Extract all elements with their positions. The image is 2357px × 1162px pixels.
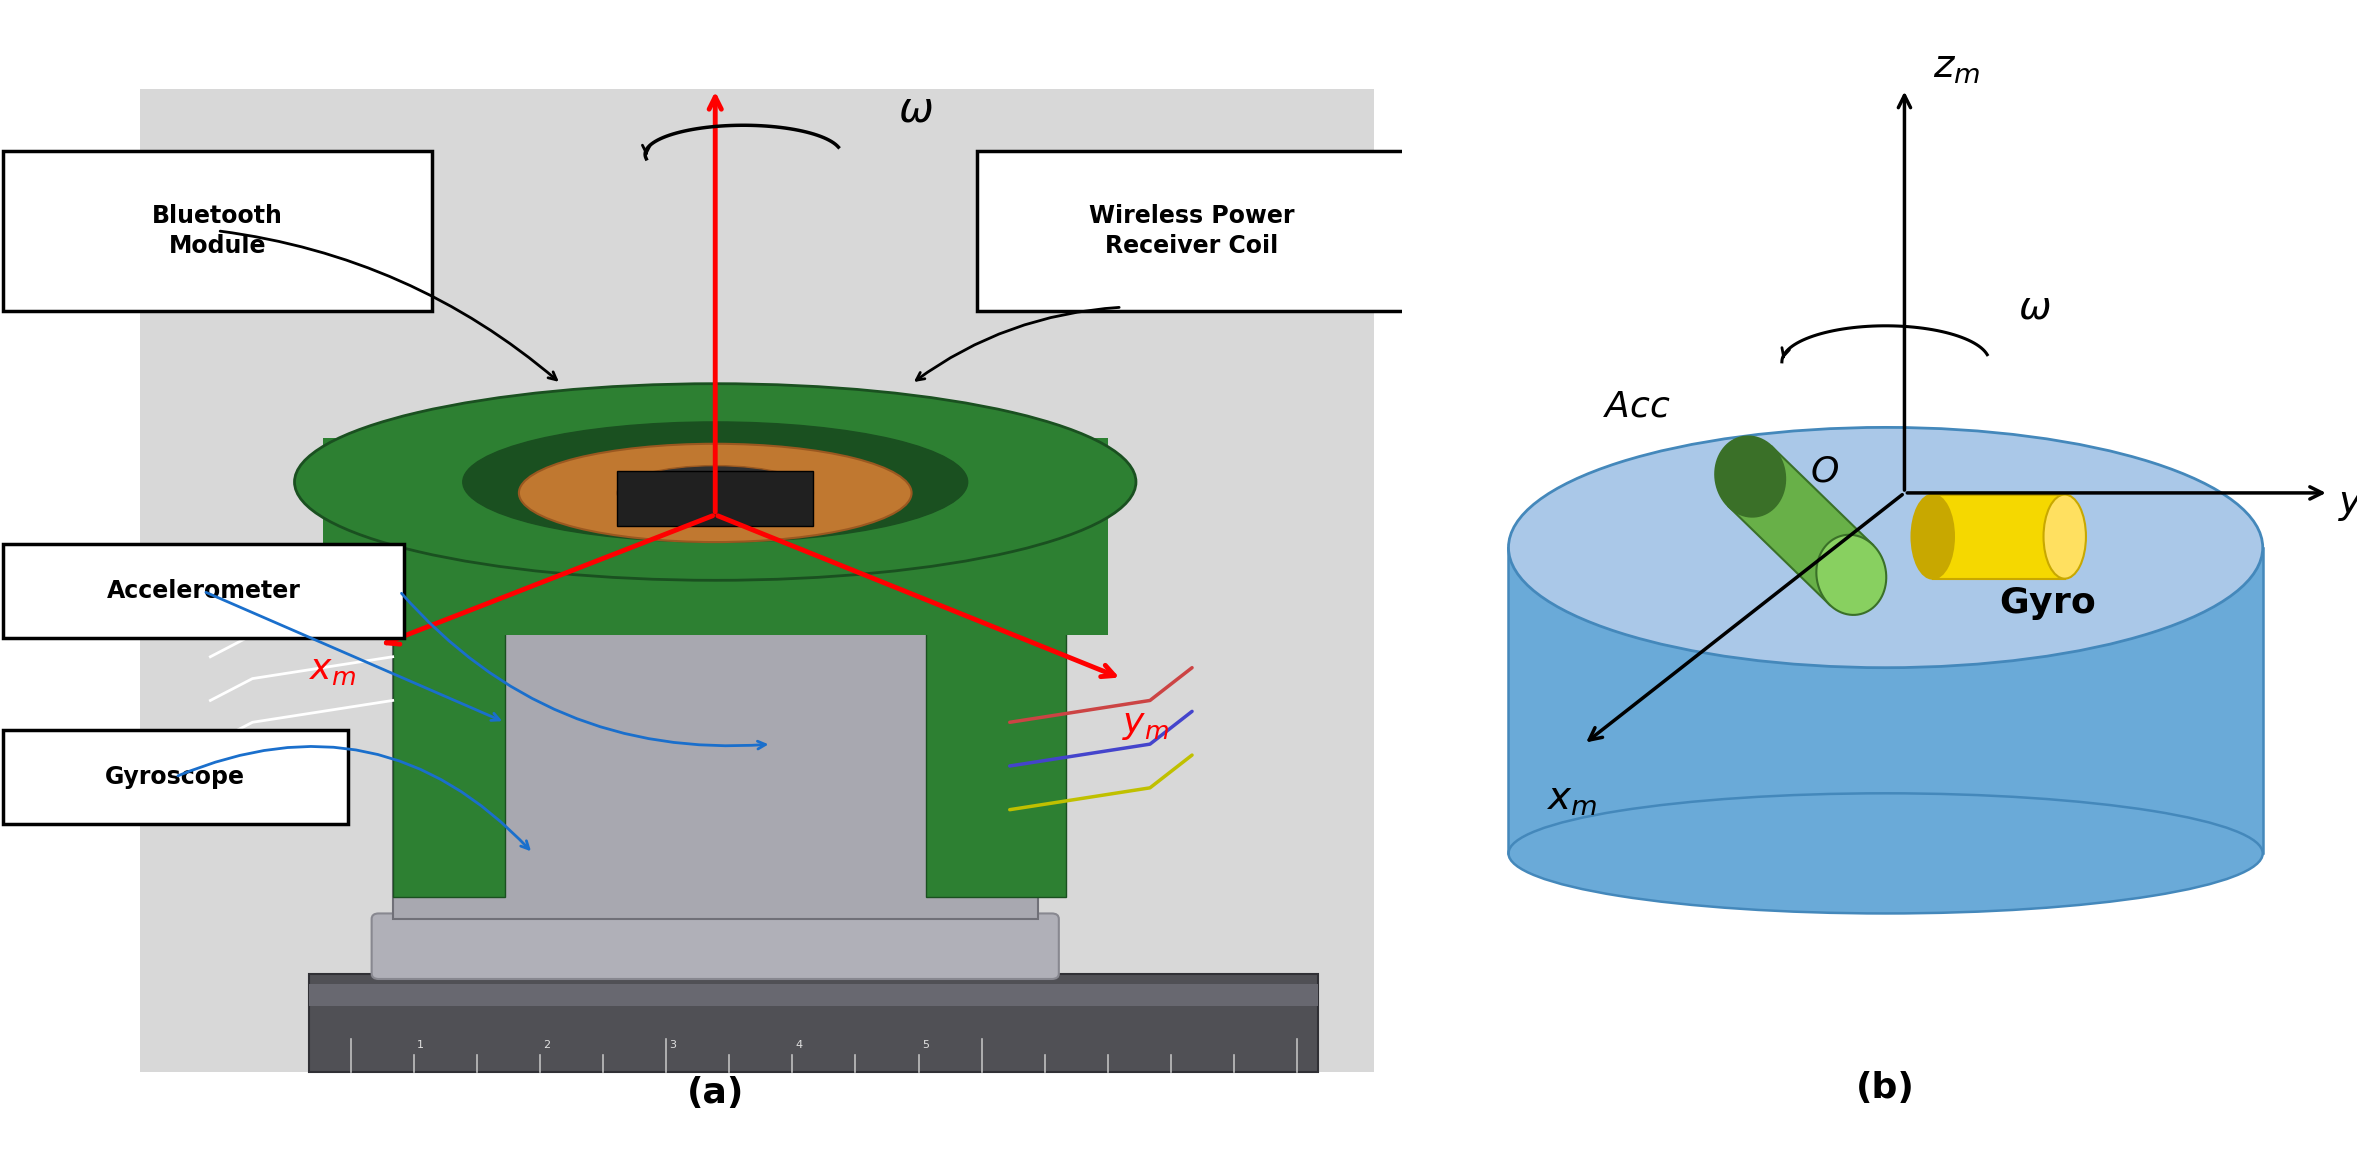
Polygon shape — [1933, 495, 2065, 579]
Text: $y_m$: $y_m$ — [1122, 708, 1169, 743]
Polygon shape — [1508, 547, 2263, 853]
FancyBboxPatch shape — [372, 913, 1058, 978]
Text: $x_m$: $x_m$ — [1546, 780, 1598, 818]
Text: $\mathbf{Gyro}$: $\mathbf{Gyro}$ — [1999, 586, 2095, 622]
FancyBboxPatch shape — [309, 984, 1318, 1006]
Text: (a): (a) — [686, 1076, 745, 1110]
Text: Gyroscope: Gyroscope — [106, 765, 245, 789]
Text: $z_m$: $z_m$ — [1933, 48, 1980, 86]
Text: $Acc$: $Acc$ — [1603, 389, 1671, 423]
Polygon shape — [1817, 535, 1886, 615]
Ellipse shape — [1912, 495, 1954, 579]
Text: $\omega$: $\omega$ — [2018, 288, 2051, 327]
FancyBboxPatch shape — [926, 614, 1065, 897]
Ellipse shape — [1508, 428, 2263, 668]
Text: $y_m$: $y_m$ — [2338, 485, 2357, 523]
FancyBboxPatch shape — [2, 730, 349, 824]
Text: 4: 4 — [797, 1040, 804, 1049]
Text: 3: 3 — [669, 1040, 676, 1049]
FancyBboxPatch shape — [309, 974, 1318, 1071]
FancyBboxPatch shape — [141, 88, 1374, 1071]
Ellipse shape — [618, 466, 813, 521]
Text: 2: 2 — [544, 1040, 552, 1049]
FancyBboxPatch shape — [394, 591, 1037, 919]
Text: Bluetooth
Module: Bluetooth Module — [151, 203, 283, 258]
Ellipse shape — [519, 444, 912, 541]
Ellipse shape — [1508, 794, 2263, 913]
Polygon shape — [1728, 446, 1874, 604]
Ellipse shape — [462, 422, 969, 541]
FancyBboxPatch shape — [2, 544, 403, 638]
Ellipse shape — [295, 383, 1136, 580]
FancyBboxPatch shape — [618, 471, 813, 525]
Text: $O$: $O$ — [1810, 456, 1838, 489]
FancyBboxPatch shape — [978, 151, 1407, 310]
Ellipse shape — [2044, 495, 2086, 579]
FancyBboxPatch shape — [2, 151, 431, 310]
Text: 1: 1 — [417, 1040, 424, 1049]
FancyBboxPatch shape — [323, 438, 1108, 634]
Text: 5: 5 — [922, 1040, 929, 1049]
Text: Accelerometer: Accelerometer — [106, 579, 299, 603]
FancyBboxPatch shape — [394, 614, 504, 897]
Text: $x_m$: $x_m$ — [309, 653, 356, 687]
Polygon shape — [1716, 437, 1784, 517]
Text: Wireless Power
Receiver Coil: Wireless Power Receiver Coil — [1089, 203, 1294, 258]
Text: $\omega$: $\omega$ — [898, 88, 933, 130]
Text: (b): (b) — [1857, 1070, 1914, 1105]
